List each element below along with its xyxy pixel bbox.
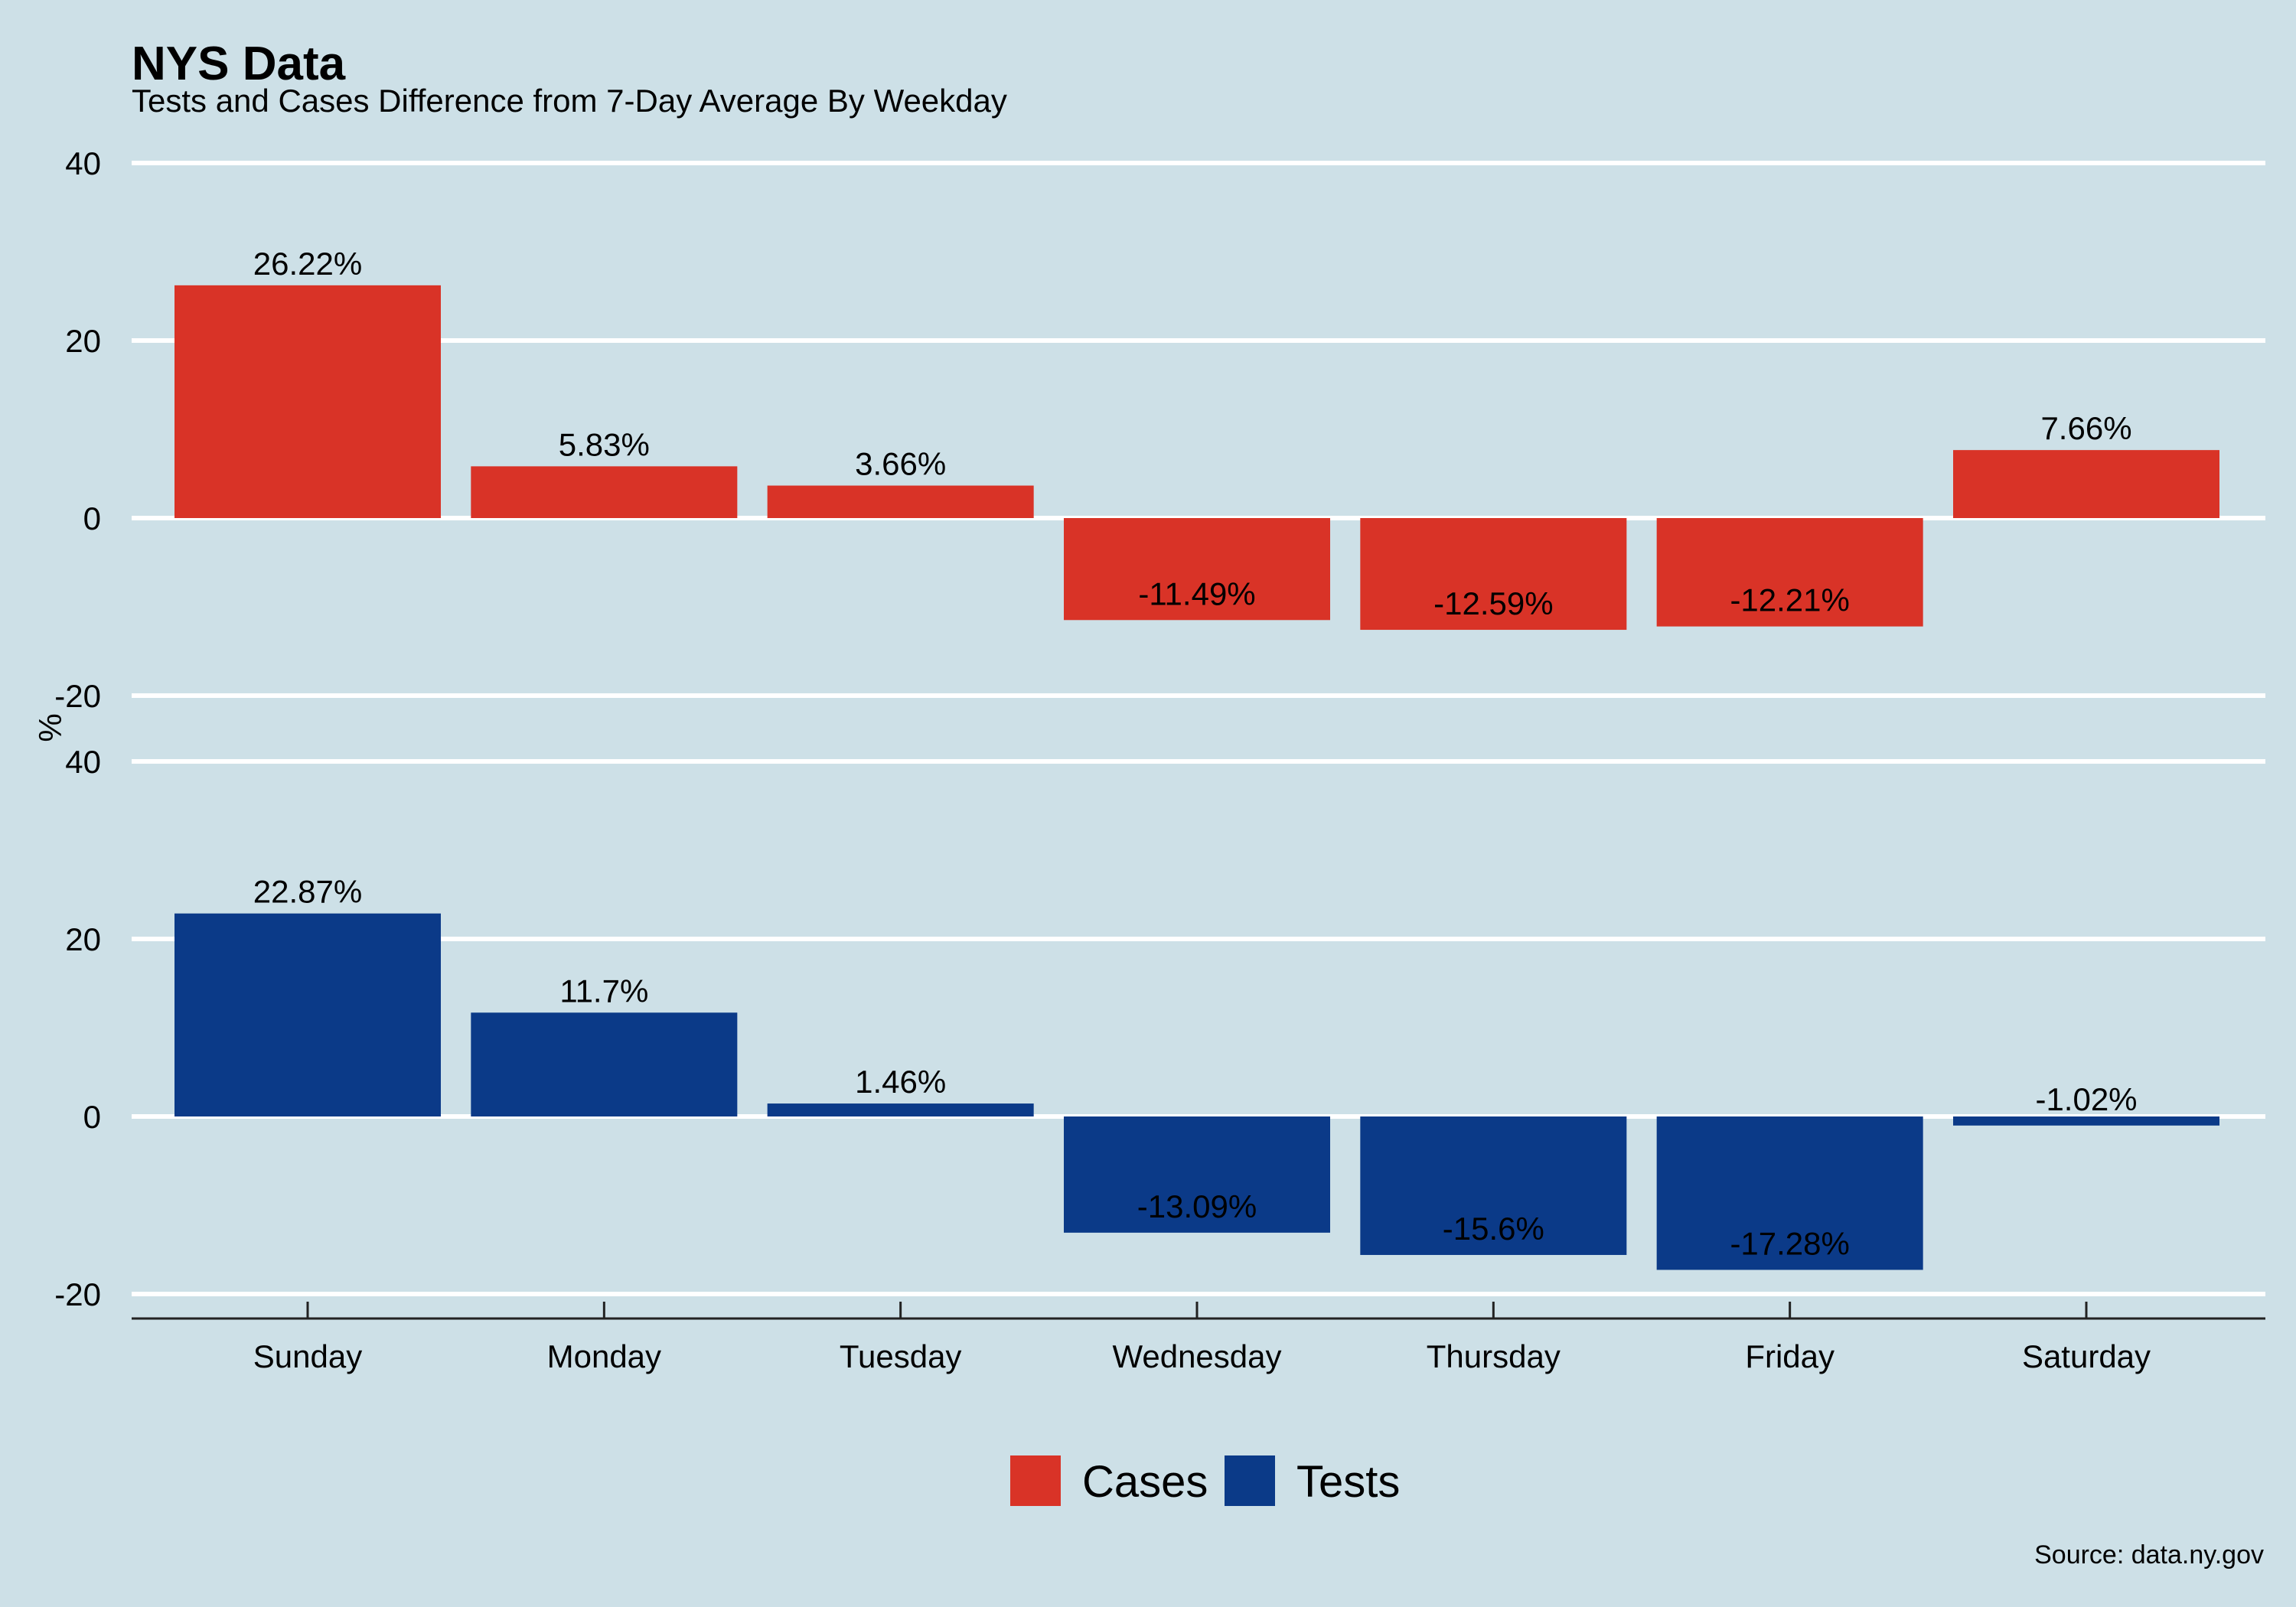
y-tick-label: 20	[65, 921, 101, 957]
x-axis: Sunday Monday Tuesday Wednesday Thursday Frid…	[253, 1302, 2151, 1374]
y-tick-label: -20	[54, 1276, 101, 1312]
bar-label: 5.83%	[559, 426, 650, 462]
bar-cases-sunday	[174, 285, 441, 518]
legend-swatch-tests	[1225, 1455, 1275, 1506]
bar-label: 22.87%	[253, 874, 362, 910]
x-tick-label: Thursday	[1427, 1338, 1561, 1374]
chart-caption: Source: data.ny.gov	[2034, 1540, 2264, 1570]
x-tick-label: Tuesday	[840, 1338, 962, 1374]
bar-tests-wednesday	[1064, 1116, 1330, 1233]
bar-tests-monday	[471, 1012, 738, 1116]
bar-cases-tuesday	[767, 485, 1034, 518]
panel-cases: -20 0 20 40 26.22% 5.83% 3.66% -11.49% -12.59% -1…	[54, 145, 2265, 714]
bar-label: -1.02%	[2035, 1081, 2137, 1117]
y-tick-label: -20	[54, 678, 101, 714]
bar-label: -17.28%	[1730, 1225, 1849, 1261]
bar-label: 7.66%	[2040, 410, 2131, 446]
bar-tests-thursday	[1360, 1116, 1627, 1255]
chart-title: NYS Data	[132, 37, 346, 90]
legend-swatch-cases	[1010, 1455, 1061, 1506]
y-tick-label: 40	[65, 145, 101, 181]
bar-label: -13.09%	[1137, 1188, 1257, 1224]
bar-tests-friday	[1656, 1116, 1923, 1270]
legend: Cases Tests	[1010, 1455, 1400, 1507]
x-tick-label: Friday	[1745, 1338, 1835, 1374]
bar-label: 26.22%	[253, 246, 362, 282]
panel-tests: -20 0 20 40 22.87% 11.7% 1.46% -13.09% -15.6% -17…	[54, 744, 2265, 1312]
x-tick-label: Saturday	[2022, 1338, 2151, 1374]
legend-label-tests: Tests	[1296, 1457, 1400, 1507]
bar-tests-sunday	[174, 913, 441, 1116]
bar-tests-tuesday	[767, 1103, 1034, 1116]
bar-label: 3.66%	[855, 446, 946, 482]
bar-label: -15.6%	[1443, 1211, 1544, 1247]
x-tick-label: Monday	[547, 1338, 661, 1374]
bar-tests-saturday	[1953, 1116, 2219, 1126]
bar-cases-thursday	[1360, 518, 1627, 631]
legend-label-cases: Cases	[1082, 1457, 1208, 1507]
chart-panels: -20 0 20 40 26.22% 5.83% 3.66% -11.49% -12.59% -1…	[54, 145, 2265, 1312]
bar-cases-saturday	[1953, 450, 2219, 518]
y-tick-label: 0	[83, 1099, 101, 1135]
bar-cases-monday	[471, 466, 738, 518]
bar-cases-wednesday	[1064, 518, 1330, 621]
chart-subtitle: Tests and Cases Difference from 7-Day Av…	[132, 83, 1007, 119]
y-tick-label: 0	[83, 500, 101, 536]
bar-label: -12.21%	[1730, 582, 1849, 618]
bar-label: 1.46%	[855, 1064, 946, 1100]
x-tick-label: Sunday	[253, 1338, 362, 1374]
bar-label: -12.59%	[1433, 585, 1553, 621]
y-axis-title: %	[32, 713, 68, 742]
bar-cases-friday	[1656, 518, 1923, 627]
bar-label: -11.49%	[1138, 575, 1255, 611]
y-tick-label: 40	[65, 744, 101, 780]
bar-label: 11.7%	[559, 973, 648, 1009]
y-tick-label: 20	[65, 323, 101, 359]
x-tick-label: Wednesday	[1112, 1338, 1281, 1374]
